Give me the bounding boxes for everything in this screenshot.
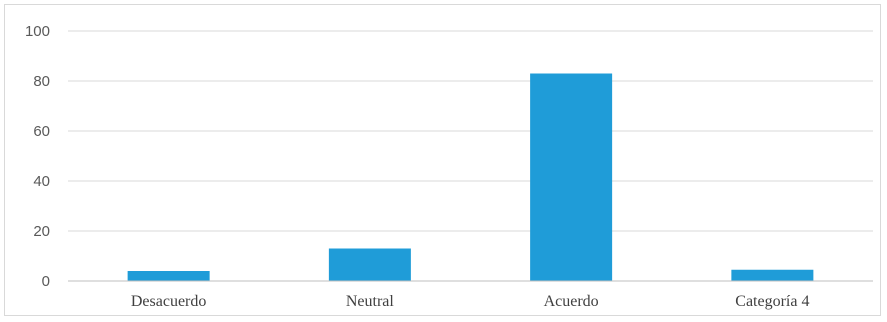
y-tick-label: 20 bbox=[33, 223, 50, 240]
gridlines bbox=[68, 30, 873, 232]
y-tick-label: 60 bbox=[33, 123, 50, 140]
x-tick-label: Acuerdo bbox=[544, 293, 599, 310]
x-tick-label: Desacuerdo bbox=[131, 293, 207, 310]
bar-2 bbox=[530, 73, 613, 281]
y-tick-label: 80 bbox=[33, 73, 50, 90]
bar-3 bbox=[731, 269, 814, 281]
bar-0 bbox=[127, 271, 210, 281]
y-tick-label: 40 bbox=[33, 173, 50, 190]
x-tick-label: Neutral bbox=[346, 293, 395, 310]
y-tick-label: 100 bbox=[25, 23, 50, 40]
x-tick-label: Categoría 4 bbox=[735, 293, 809, 310]
bars bbox=[127, 73, 814, 281]
y-tick-label: 0 bbox=[42, 273, 50, 290]
bar-1 bbox=[328, 248, 411, 281]
x-axis-ticks: Desacuerdo Neutral Acuerdo Categoría 4 bbox=[131, 293, 810, 310]
y-axis-ticks: 0 20 40 60 80 100 bbox=[25, 23, 50, 290]
chart-frame bbox=[4, 4, 881, 316]
